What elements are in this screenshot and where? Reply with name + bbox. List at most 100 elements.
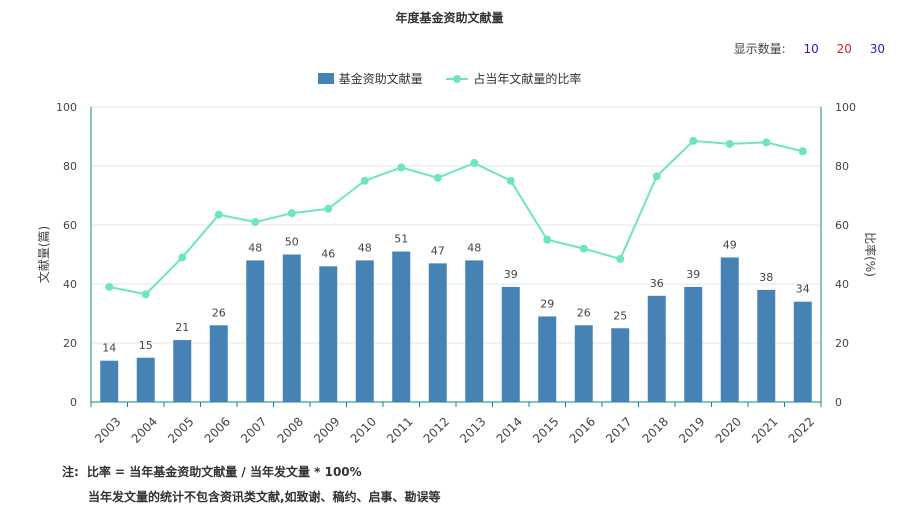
display-count-option-30[interactable]: 30	[869, 42, 885, 56]
bar-value-label: 25	[613, 309, 627, 322]
ratio-point	[397, 163, 406, 172]
bar	[501, 286, 520, 402]
ratio-point	[214, 210, 223, 219]
ratio-point	[725, 139, 734, 148]
bar	[684, 286, 703, 402]
ratio-point	[141, 290, 150, 299]
ratio-point	[543, 235, 552, 244]
bar-value-label: 39	[504, 268, 518, 281]
y-tick-label: 60	[63, 219, 77, 232]
bar	[574, 325, 593, 402]
bar-value-label: 34	[796, 283, 810, 296]
y2-axis-title: 比率(%)	[863, 232, 878, 277]
x-tick-label: 2011	[384, 414, 415, 445]
bar-value-label: 14	[102, 342, 116, 355]
bar	[392, 251, 411, 402]
legend-bar-label: 基金资助文献量	[338, 72, 423, 86]
bar-value-label: 49	[723, 238, 737, 251]
bar	[246, 260, 265, 402]
bar-value-label: 48	[358, 241, 372, 254]
bar	[611, 328, 630, 402]
bar-value-label: 29	[540, 297, 554, 310]
y2-tick-label: 0	[835, 396, 842, 409]
x-tick-label: 2012	[421, 414, 452, 445]
ratio-point	[689, 136, 698, 145]
bar	[720, 257, 739, 402]
x-tick-label: 2018	[640, 414, 671, 445]
display-count-option-10[interactable]: 10	[803, 42, 819, 56]
bar-value-label: 38	[759, 271, 773, 284]
chart-legend: 基金资助文献量 占当年文献量的比率	[0, 70, 899, 87]
bar-value-label: 39	[686, 268, 700, 281]
ratio-point	[287, 209, 296, 218]
y-tick-label: 80	[63, 160, 77, 173]
display-count-option-20[interactable]: 20	[836, 42, 852, 56]
bar	[793, 301, 812, 402]
note-prefix: 注:	[62, 465, 79, 479]
bar	[538, 316, 557, 402]
bar-value-label: 46	[321, 247, 335, 260]
y2-tick-label: 40	[835, 278, 849, 291]
note-line-2: 当年发文量的统计不包含资讯类文献,如致谢、稿约、启事、勘误等	[88, 490, 441, 504]
bar	[100, 360, 119, 402]
legend-line-label: 占当年文献量的比率	[473, 72, 582, 86]
bar	[465, 260, 484, 402]
bar	[319, 266, 338, 402]
ratio-point	[762, 138, 771, 147]
bar-value-label: 26	[212, 306, 226, 319]
x-tick-label: 2009	[311, 414, 342, 445]
y-tick-label: 0	[70, 396, 77, 409]
line-swatch-icon	[446, 73, 469, 84]
bar	[428, 263, 447, 402]
ratio-point	[360, 176, 369, 185]
ratio-line	[109, 139, 803, 296]
x-tick-label: 2003	[92, 414, 123, 445]
y-axis-title: 文献量(篇)	[36, 226, 51, 283]
bar	[757, 289, 776, 402]
y-tick-label: 100	[56, 101, 77, 114]
y2-tick-label: 20	[835, 337, 849, 350]
bar-value-label: 48	[467, 241, 481, 254]
bar-value-label: 21	[175, 321, 189, 334]
x-tick-label: 2013	[457, 414, 488, 445]
x-tick-label: 2004	[129, 414, 160, 445]
bar	[355, 260, 374, 402]
ratio-point	[324, 204, 333, 213]
x-tick-label: 2005	[165, 414, 196, 445]
ratio-point	[433, 173, 442, 182]
bar	[173, 340, 192, 402]
chart-title: 年度基金资助文献量	[395, 11, 504, 25]
bar	[282, 254, 301, 402]
bar-value-label: 36	[650, 277, 664, 290]
bar-value-label: 26	[577, 306, 591, 319]
ratio-point	[470, 159, 479, 168]
bar	[209, 325, 228, 402]
x-tick-label: 2014	[494, 414, 525, 445]
ratio-point	[798, 147, 807, 156]
ratio-point	[105, 282, 114, 291]
display-count-selector: 显示数量: 10 20 30	[734, 40, 885, 57]
ratio-point	[616, 254, 625, 263]
x-tick-label: 2015	[530, 414, 561, 445]
legend-item-line[interactable]: 占当年文献量的比率	[446, 70, 581, 87]
legend-item-bar[interactable]: 基金资助文献量	[317, 70, 423, 87]
y2-tick-label: 60	[835, 219, 849, 232]
bar-value-label: 15	[139, 339, 153, 352]
y-tick-label: 20	[63, 337, 77, 350]
bar-value-label: 47	[431, 244, 445, 257]
x-tick-label: 2010	[348, 414, 379, 445]
x-tick-label: 2006	[202, 414, 233, 445]
y2-tick-label: 100	[835, 101, 856, 114]
ratio-point	[579, 244, 588, 253]
x-tick-label: 2017	[603, 414, 634, 445]
bar	[647, 295, 666, 402]
y-tick-label: 40	[63, 278, 77, 291]
x-tick-label: 2007	[238, 414, 269, 445]
bar	[136, 357, 155, 402]
bar-value-label: 48	[248, 241, 262, 254]
x-tick-label: 2020	[713, 414, 744, 445]
bar-value-label: 50	[285, 236, 299, 249]
bar-swatch-icon	[317, 73, 334, 84]
y2-tick-label: 80	[835, 160, 849, 173]
